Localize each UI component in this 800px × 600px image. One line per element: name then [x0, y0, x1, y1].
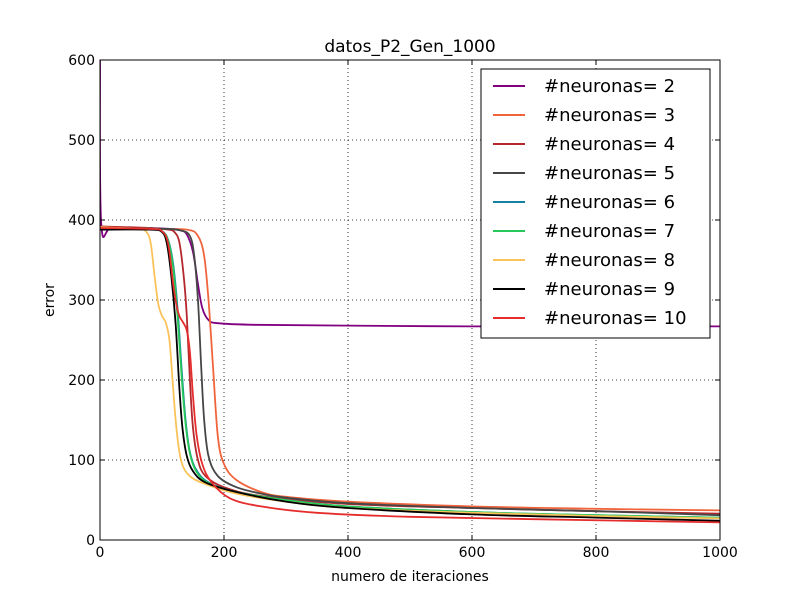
x-tick-label: 400 — [335, 545, 362, 561]
y-tick-label: 0 — [86, 533, 95, 549]
y-tick-label: 100 — [68, 453, 95, 469]
y-tick-label: 300 — [68, 293, 95, 309]
legend-label: #neuronas= 7 — [544, 221, 675, 242]
legend-label: #neuronas= 4 — [544, 134, 675, 155]
x-tick-label: 0 — [96, 545, 105, 561]
series-lines — [100, 60, 720, 524]
legend-label: #neuronas= 5 — [544, 163, 675, 184]
y-tick-label: 500 — [68, 133, 95, 149]
x-axis-label: numero de iteraciones — [331, 569, 489, 585]
legend-label: #neuronas= 9 — [544, 279, 675, 300]
axis-ticks: 0 200 400 600 800 1000 0 100 200 300 400 500 600 — [68, 53, 738, 561]
x-tick-label: 600 — [459, 545, 486, 561]
y-tick-label: 600 — [68, 53, 95, 69]
legend-box — [480, 68, 711, 339]
legend-label: #neuronas= 2 — [544, 76, 675, 97]
y-axis-label: error — [42, 283, 58, 317]
legend-label: #neuronas= 8 — [544, 250, 675, 271]
legend-label: #neuronas= 3 — [544, 105, 675, 126]
series-line-4 — [100, 227, 720, 517]
legend: #neuronas= 2 #neuronas= 3 #neuronas= 4 #neu… — [480, 68, 711, 339]
series-line-9 — [100, 227, 720, 524]
x-tick-label: 1000 — [702, 545, 738, 561]
y-tick-label: 200 — [68, 373, 95, 389]
x-tick-label: 800 — [583, 545, 610, 561]
series-group — [100, 60, 720, 524]
x-tick-label: 200 — [211, 545, 238, 561]
legend-label: #neuronas= 10 — [544, 308, 687, 329]
series-line-8 — [100, 228, 720, 522]
chart-title: datos_P2_Gen_1000 — [324, 37, 495, 57]
series-line-2 — [100, 227, 720, 512]
legend-label: #neuronas= 6 — [544, 192, 675, 213]
y-tick-label: 400 — [68, 213, 95, 229]
